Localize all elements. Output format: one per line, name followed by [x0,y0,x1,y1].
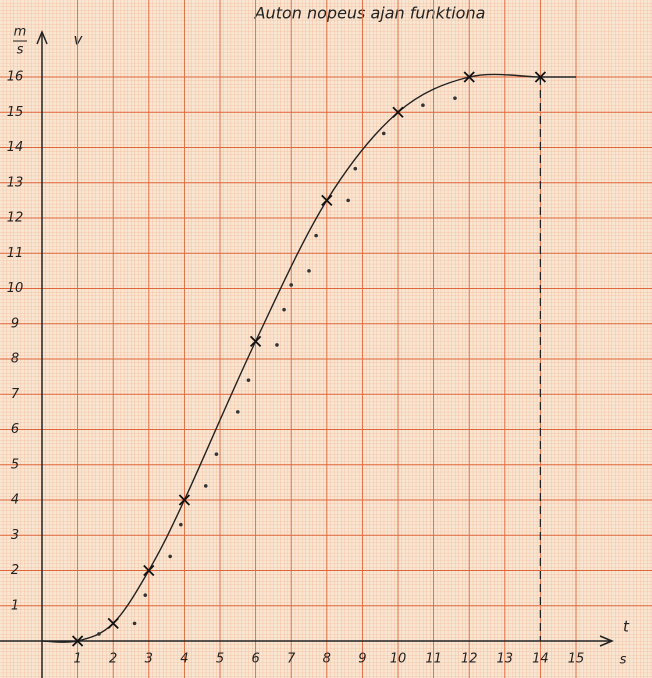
dot-marker [346,198,350,203]
cross-marker [71,635,84,647]
dot-marker [168,554,172,559]
x-tick-label: 1 [73,652,81,667]
x-unit: s [620,653,627,668]
cross-marker [178,494,191,506]
x-axis-arrow [599,635,614,647]
y-tick-label: 6 [11,422,19,437]
x-tick-label: 8 [323,652,331,667]
y-tick-label: 12 [7,211,24,226]
dot-marker [214,452,219,456]
x-tick-label: 10 [390,652,407,667]
y-unit-denominator: s [17,43,24,58]
x-tick-label: 7 [287,652,296,667]
cross-marker [107,617,119,630]
y-tick-label: 11 [7,246,24,261]
cross-marker [143,564,155,577]
y-tick-label: 10 [7,281,24,296]
dot-marker [381,131,386,136]
dot-marker [314,233,318,238]
x-tick-label: 6 [251,652,259,667]
dot-marker [421,103,425,107]
y-tick-label: 2 [11,563,19,578]
y-tick-label: 4 [11,493,19,508]
dot-marker [143,593,148,597]
x-tick-label: 4 [180,652,188,667]
dot-marker [236,410,240,414]
x-tick-label: 14 [532,652,549,667]
x-tick-label: 12 [461,652,478,667]
y-tick-label: 3 [11,528,19,543]
y-axis-arrow [36,30,48,45]
y-tick-label: 16 [7,70,24,85]
y-axis-label: v [74,31,84,49]
cross-marker [463,71,475,83]
x-tick-label: 3 [145,652,153,667]
cross-marker [249,335,262,348]
dot-marker [282,307,286,312]
x-tick-label: 11 [425,652,442,667]
dot-marker [179,522,183,527]
dot-marker [289,283,294,287]
x-tick-label: 15 [568,652,585,667]
x-tick-label: 2 [109,652,117,667]
dot-marker [353,166,358,171]
dot-marker [246,378,251,382]
x-tick-label: 13 [497,652,514,667]
dot-marker [275,343,279,347]
y-unit-numerator: m [14,25,27,40]
chart-title: Auton nopeus ajan funktiona [254,4,486,23]
y-tick-label: 13 [7,175,24,190]
cross-marker [392,106,404,118]
dot-marker [132,621,137,626]
cross-marker [534,71,547,83]
y-tick-label: 8 [11,352,19,367]
y-tick-label: 5 [11,457,19,472]
y-tick-label: 15 [7,105,24,120]
dot-marker [203,484,208,488]
x-tick-label: 9 [358,652,366,667]
dot-marker [307,269,311,273]
dot-marker [97,632,101,636]
dot-marker [453,96,457,100]
y-tick-label: 1 [11,598,19,613]
y-tick-label: 14 [7,140,24,155]
y-tick-label: 7 [11,387,20,402]
x-tick-label: 5 [216,652,224,667]
x-axis-label: t [623,618,630,636]
y-tick-label: 9 [11,316,19,331]
cross-marker [321,194,333,207]
